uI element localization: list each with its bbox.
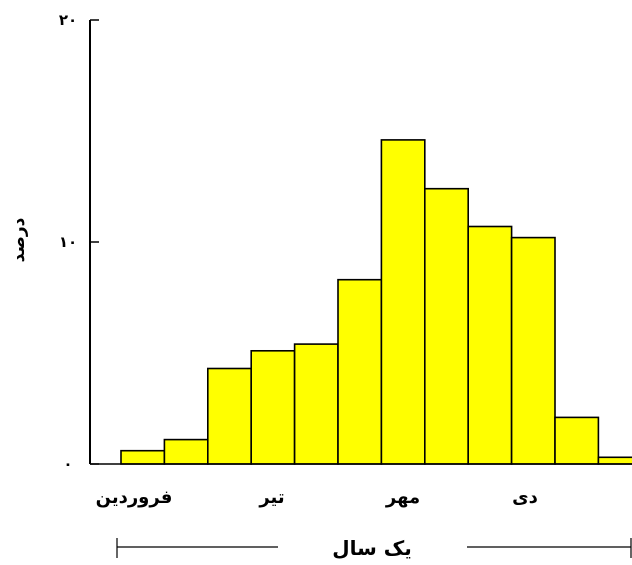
bar-10 bbox=[510, 236, 556, 465]
bar-2 bbox=[163, 438, 209, 465]
bar-11 bbox=[554, 416, 600, 465]
bar-12 bbox=[597, 456, 632, 465]
bar-6 bbox=[337, 278, 383, 465]
x-label-mehr: مهر bbox=[385, 487, 420, 508]
y-tick-label: ۲۰ bbox=[59, 11, 77, 29]
bar-3 bbox=[207, 367, 253, 465]
bar-4 bbox=[250, 349, 296, 465]
x-axis-title: یک سال bbox=[332, 536, 411, 560]
bar-9 bbox=[467, 225, 513, 465]
bars-group bbox=[120, 139, 632, 465]
y-tick-label: ۱۰ bbox=[59, 233, 77, 251]
x-label-dey: دی bbox=[512, 487, 538, 508]
bar-7 bbox=[380, 139, 426, 465]
y-tick-label: ۰ bbox=[63, 455, 72, 473]
x-label-tir: تیر bbox=[258, 487, 284, 508]
bar-1 bbox=[120, 449, 166, 465]
y-axis-label: درصد bbox=[9, 217, 29, 262]
bar-5 bbox=[293, 343, 339, 465]
x-label-farvardin: فروردین bbox=[96, 487, 173, 508]
y-ticks-group: ۰ ۱۰ ۲۰ bbox=[59, 11, 99, 473]
bar-8 bbox=[423, 187, 469, 465]
